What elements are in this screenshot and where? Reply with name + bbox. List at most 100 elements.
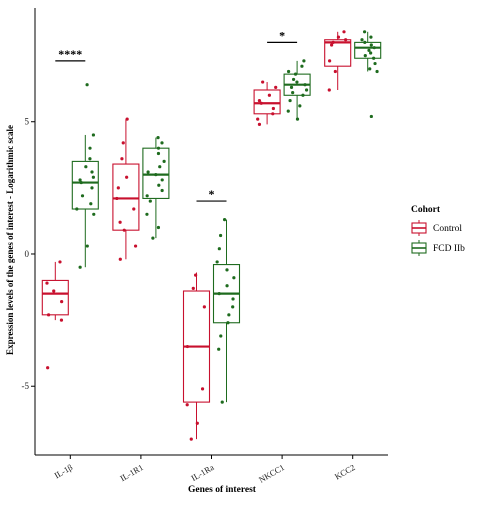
data-point [185, 403, 189, 407]
data-point [219, 334, 223, 338]
data-point [58, 260, 62, 264]
data-point [226, 321, 230, 325]
data-point [78, 265, 82, 269]
data-point [302, 59, 306, 63]
data-point [118, 257, 122, 261]
data-point [156, 136, 160, 140]
significance-label: **** [58, 47, 82, 61]
data-point [91, 133, 96, 137]
box-fcd-iib [354, 31, 382, 72]
box-control [182, 272, 211, 440]
data-point [286, 69, 291, 74]
data-point [363, 54, 367, 58]
data-point [257, 122, 262, 126]
data-point [189, 437, 193, 441]
data-point [78, 178, 82, 182]
data-point [80, 194, 85, 198]
data-point [373, 61, 377, 66]
boxes-layer [41, 31, 382, 440]
data-point [271, 112, 275, 116]
data-point [217, 292, 221, 296]
box-fcd-iib [212, 219, 241, 403]
data-point [369, 51, 373, 55]
legend-key-fcd-iib [411, 240, 427, 256]
data-point [156, 225, 161, 230]
data-point [271, 106, 275, 111]
data-point [79, 180, 83, 185]
data-point [85, 83, 89, 87]
data-point [293, 72, 298, 76]
data-point [274, 85, 278, 89]
data-point [303, 83, 307, 87]
data-point [195, 421, 199, 425]
data-point [295, 80, 299, 84]
data-point [259, 101, 263, 105]
data-point [194, 273, 198, 277]
data-point [327, 88, 331, 92]
box-body [71, 160, 99, 210]
significance-layer: ****** [55, 28, 298, 202]
data-point [261, 80, 265, 84]
data-point [225, 284, 229, 288]
box-body [41, 279, 69, 316]
data-point [46, 313, 51, 317]
data-point [375, 69, 379, 74]
data-point [60, 299, 64, 304]
data-point [132, 207, 136, 211]
x-tick-label: IL-1β [52, 462, 74, 480]
data-point [295, 117, 300, 121]
data-point [118, 220, 122, 224]
data-point [84, 165, 88, 169]
data-point [288, 98, 292, 103]
data-point [160, 141, 164, 145]
data-point [146, 170, 150, 174]
data-point [231, 305, 235, 309]
legend-label: FCD IIb [433, 244, 465, 254]
labels-layer: Genes of interest Expression levels of t… [5, 125, 257, 495]
data-point [336, 35, 341, 39]
data-point [115, 196, 119, 201]
data-point [202, 305, 206, 309]
points-layer [45, 30, 379, 441]
y-tick-label: -5 [22, 381, 30, 391]
data-point [291, 77, 296, 82]
legend-title: Cohort [411, 205, 441, 215]
data-point [45, 281, 49, 285]
data-point [121, 141, 125, 145]
data-point [291, 91, 295, 95]
box-fcd-iib [71, 134, 99, 268]
data-point [116, 186, 120, 190]
data-point [301, 93, 305, 97]
legend-label: Control [433, 224, 462, 234]
data-point [217, 247, 221, 251]
data-point [157, 183, 161, 187]
data-point [90, 170, 94, 174]
data-point [298, 104, 302, 108]
data-point [75, 207, 79, 211]
data-point [369, 114, 373, 119]
axes-layer: -5 0 5 IL-1β IL-1R1 IL-1Ra NKCC1 KCC2 [22, 8, 388, 485]
data-point [342, 30, 346, 34]
box-control [112, 119, 140, 260]
data-point [158, 165, 162, 169]
data-point [46, 366, 50, 370]
data-point [220, 400, 224, 404]
data-point [344, 38, 348, 42]
data-point [52, 289, 56, 293]
data-point [122, 228, 126, 232]
data-point [328, 59, 332, 63]
data-point [225, 268, 229, 272]
data-point [257, 98, 262, 103]
x-axis-title: Genes of interest [188, 485, 257, 495]
box-body [253, 89, 281, 115]
data-point [367, 48, 371, 52]
box-body [324, 39, 352, 67]
x-tick-label: KCC2 [333, 462, 357, 482]
data-point [156, 146, 161, 150]
data-point [232, 276, 236, 280]
data-point [222, 217, 227, 222]
significance-label: * [209, 187, 215, 201]
data-point [162, 159, 166, 164]
data-point [331, 40, 335, 44]
